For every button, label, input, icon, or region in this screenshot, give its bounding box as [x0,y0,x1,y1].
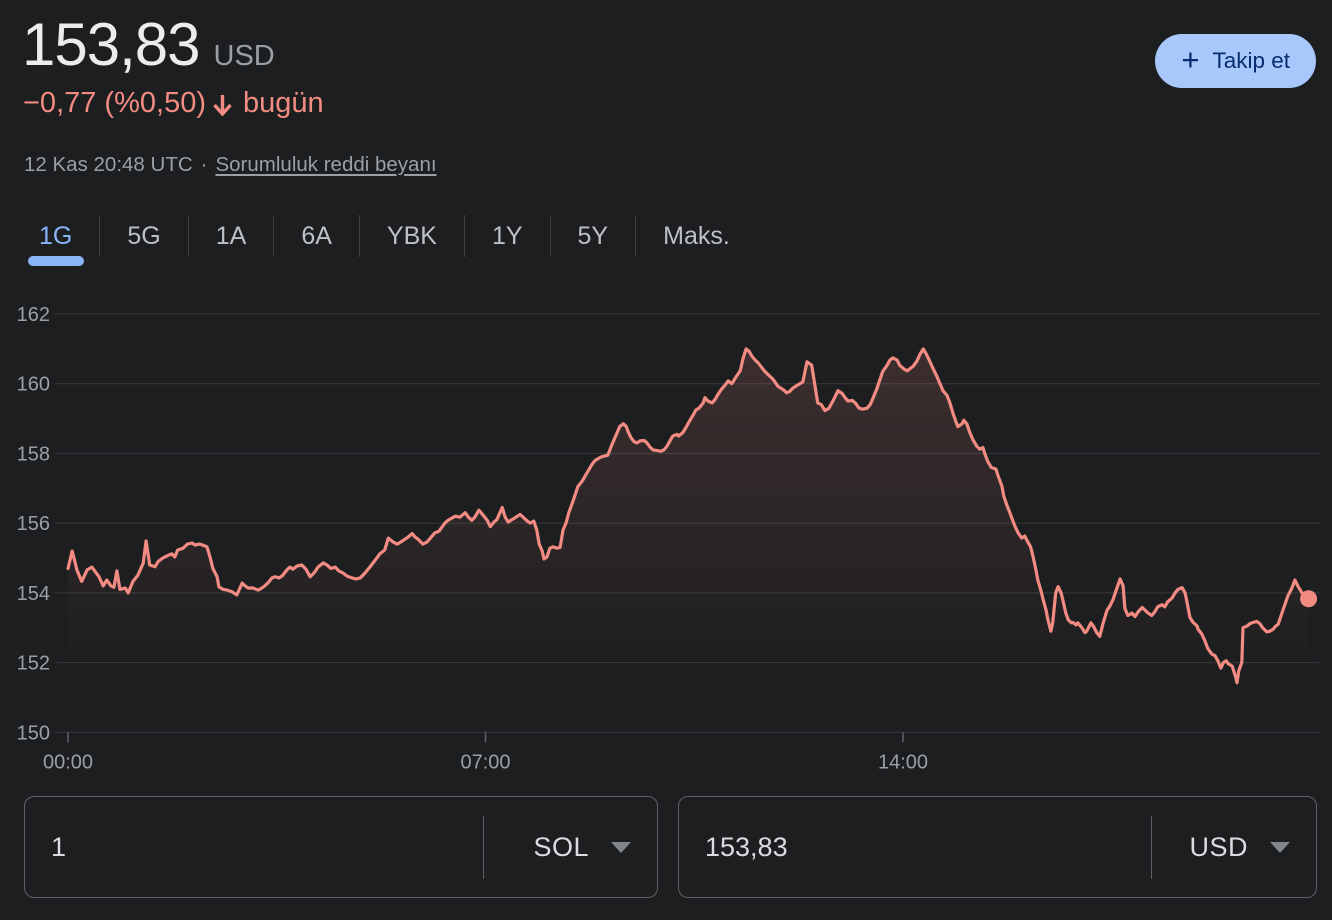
y-axis-label: 150 [17,722,50,744]
price-change-row: −0,77 (%0,50) bugün [23,87,324,120]
tab-divider [463,215,465,257]
tab-1a[interactable]: 1A [189,206,274,266]
dot-separator: · [200,153,208,176]
x-axis-label: 14:00 [878,751,928,773]
current-price-row: 153,83 USD [22,12,275,78]
y-axis-label: 162 [17,304,50,326]
follow-button-label: Takip et [1212,48,1290,73]
tab-label: YBK [386,221,437,250]
tab-divider [99,215,101,257]
tab-5y[interactable]: 5Y [551,206,636,266]
tab-divider [273,215,275,257]
y-axis-label: 154 [17,583,50,605]
y-axis-label: 152 [17,653,50,675]
tab-label: 5G [127,221,161,250]
quote-meta-row: 12 Kas 20:48 UTC · Sorumluluk reddi beya… [24,153,437,177]
to-amount-input[interactable] [705,797,1035,897]
tab-5g[interactable]: 5G [100,206,187,266]
from-currency-selector[interactable]: SOL [533,797,631,897]
tab-1y[interactable]: 1Y [465,206,550,266]
x-axis-label: 00:00 [43,751,93,773]
disclaimer-link[interactable]: Sorumluluk reddi beyanı [215,153,437,176]
price-area-fill [68,348,1309,733]
tab-divider [187,215,189,257]
price-currency: USD [213,40,275,72]
tab-label: 6A [301,221,332,250]
converter-divider [483,816,484,879]
tab-label: 5Y [577,221,609,250]
tab-divider [635,215,637,257]
tab-label: 1G [39,221,73,250]
from-currency-label: SOL [533,831,589,862]
tab-maks[interactable]: Maks. [636,206,757,266]
chevron-down-icon [1270,841,1290,853]
to-currency-selector[interactable]: USD [1189,797,1290,897]
time-range-tabs: 1G 5G 1A 6A YBK 1Y 5Y Maks. [12,206,757,266]
price-chart-svg[interactable]: 150 152 154 156 158 160 162 00:00 07:00 14:00 [0,290,1332,790]
converter-divider [1151,816,1152,879]
follow-button[interactable]: + Takip et [1155,34,1316,88]
tab-6a[interactable]: 6A [274,206,359,266]
price-chart[interactable]: 150 152 154 156 158 160 162 00:00 07:00 14:00 [0,290,1332,790]
x-axis-label: 07:00 [460,751,510,773]
price-change-period: bugün [242,87,324,119]
tab-label: Maks. [663,221,730,250]
price-line [66,347,1311,685]
y-axis-label: 160 [17,374,50,396]
quote-timestamp: 12 Kas 20:48 UTC [24,153,193,176]
converter-to-box: USD [678,796,1317,898]
from-amount-input[interactable] [51,797,381,897]
y-axis-label: 158 [17,443,50,465]
current-price-dot [1300,590,1318,608]
chevron-down-icon [611,841,631,853]
tab-1g[interactable]: 1G [12,206,99,266]
price-change-value: −0,77 (%0,50) [23,87,206,119]
tab-divider [549,215,551,257]
current-price: 153,83 [22,11,201,78]
arrow-down-icon [213,94,232,117]
tab-ybk[interactable]: YBK [360,206,464,266]
tab-divider [358,215,360,257]
to-currency-label: USD [1189,831,1248,862]
converter-from-box: SOL [24,796,658,898]
y-axis-label: 156 [17,513,50,535]
tab-label: 1Y [491,221,523,250]
selected-tab-indicator [27,256,84,266]
tab-label: 1A [215,221,247,250]
